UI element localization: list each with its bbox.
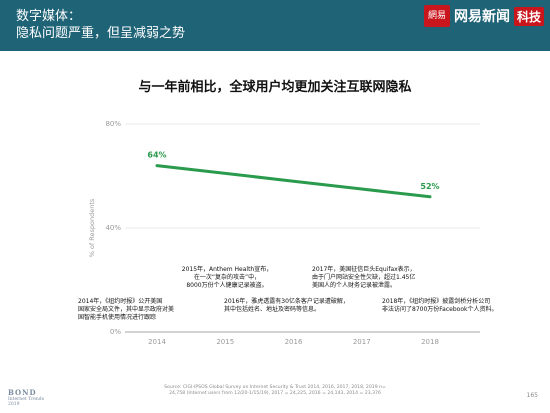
annotation-2018: 2018年，《纽约时报》披露剑桥分析公司 非法访问了8700万份Facebook…: [382, 298, 517, 314]
source-line: 24,758 (Internet users from 12/20-1/15/1…: [169, 391, 381, 396]
source-note: Source: CIGI-IPSOS Global Survey on Inte…: [150, 385, 400, 397]
x-tick-label: 2015: [216, 338, 234, 346]
chart-title: 与一年前相比，全球用户均更加关注互联网隐私: [138, 80, 412, 95]
annotation-2016-line: 2016年，雅虎透露有30亿条客户记录遭破解，: [224, 298, 349, 305]
annotation-2017-line: 美国人的个人财务记录被泄露。: [312, 282, 397, 289]
annotation-2015-line: 在一次“复杂的攻击”中，: [193, 274, 261, 281]
annotation-2017-line: 由于门户网站安全性欠缺，超过1.45亿: [312, 274, 416, 281]
annotation-2014-line: 国智能手机使用情况进行跟踪: [78, 314, 157, 321]
annotation-2014-line: 国家安全局文件，其中显示政府对美: [78, 306, 175, 313]
annotation-2016: 2016年，雅虎透露有30亿条客户记录遭破解， 其中包括姓名、地址及密码等信息。: [224, 298, 359, 314]
bond-name: BOND: [8, 388, 37, 397]
annotation-2015-line: 2015年，Anthem Health宣布，: [181, 266, 273, 273]
data-label: 52%: [420, 182, 439, 191]
logo-name: 网易新闻: [453, 9, 510, 25]
x-tick-label: 2018: [421, 338, 439, 346]
header-bar: 数字媒体： 隐私问题严重，但呈减弱之势 網易 网易新闻 科技: [0, 0, 550, 51]
annotation-2018-line: 非法访问了8700万份Facebook个人资料。: [382, 306, 498, 313]
y-tick-label: 0%: [110, 328, 121, 336]
page-title-line1: 数字媒体：: [16, 9, 82, 24]
y-axis-label: % of Respondents: [88, 198, 96, 257]
y-tick-label: 80%: [105, 120, 121, 128]
x-tick-label: 2017: [353, 338, 371, 346]
x-tick-label: 2014: [148, 338, 166, 346]
logo-tag: 科技: [513, 6, 544, 26]
y-tick-label: 40%: [105, 224, 121, 232]
annotation-2014-line: 2014年，《纽约时报》公开美国: [78, 298, 163, 305]
annotation-2014: 2014年，《纽约时报》公开美国 国家安全局文件，其中显示政府对美 国智能手机使…: [78, 298, 198, 322]
bond-sub: 2019: [8, 402, 20, 407]
series-line: [155, 164, 432, 199]
source-line: Source: CIGI-IPSOS Global Survey on Inte…: [164, 385, 386, 390]
annotation-2017-line: 2017年，美国征信巨头Equifax表示，: [312, 266, 416, 273]
annotation-2015-line: 8000万份个人健康记录被盗。: [186, 282, 268, 289]
annotation-2015: 2015年，Anthem Health宣布， 在一次“复杂的攻击”中， 8000…: [172, 266, 282, 290]
netease-news-logo: 網易 网易新闻 科技: [423, 4, 544, 28]
annotation-2018-line: 2018年，《纽约时报》披露剑桥分析公司: [382, 298, 491, 305]
bond-sub: Internet Trends: [8, 397, 45, 402]
annotation-2017: 2017年，美国征信巨头Equifax表示， 由于门户网站安全性欠缺，超过1.4…: [312, 266, 432, 290]
page-number: 165: [526, 392, 538, 399]
page-title-line2: 隐私问题严重，但呈减弱之势: [16, 26, 186, 41]
bond-logo: BOND Internet Trends 2019: [8, 388, 44, 407]
netease-seal-icon: 網易: [423, 5, 450, 27]
annotation-2016-line: 其中包括姓名、地址及密码等信息。: [224, 306, 321, 313]
x-tick-label: 2016: [285, 338, 303, 346]
data-label: 64%: [147, 151, 166, 160]
